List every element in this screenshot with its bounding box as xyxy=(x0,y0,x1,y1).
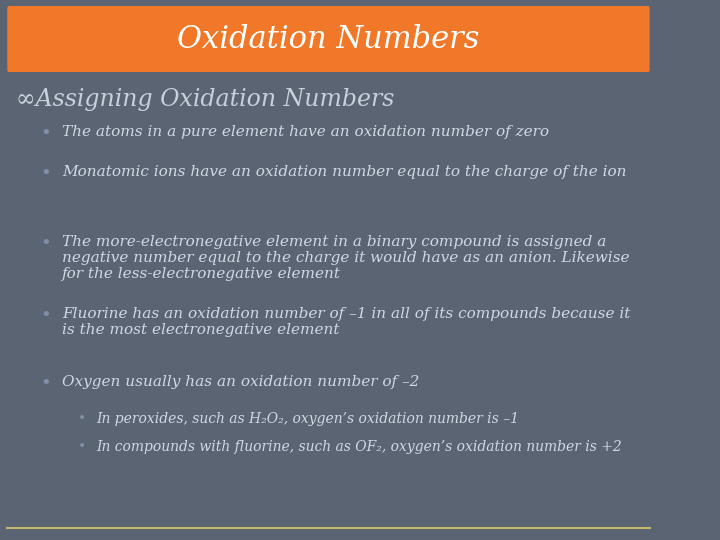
Text: The more-electronegative element in a binary compound is assigned a
negative num: The more-electronegative element in a bi… xyxy=(62,235,629,281)
Text: Fluorine has an oxidation number of –1 in all of its compounds because it
is the: Fluorine has an oxidation number of –1 i… xyxy=(62,307,631,337)
Text: •: • xyxy=(40,235,51,253)
Text: Monatomic ions have an oxidation number equal to the charge of the ion: Monatomic ions have an oxidation number … xyxy=(62,165,626,179)
Text: •: • xyxy=(40,125,51,143)
Text: In compounds with fluorine, such as OF₂, oxygen’s oxidation number is +2: In compounds with fluorine, such as OF₂,… xyxy=(96,440,621,454)
Text: Oxidation Numbers: Oxidation Numbers xyxy=(177,24,480,55)
Text: •: • xyxy=(40,307,51,325)
Text: •: • xyxy=(40,375,51,393)
FancyBboxPatch shape xyxy=(7,6,649,72)
Text: •: • xyxy=(78,440,86,454)
Text: ∞Assigning Oxidation Numbers: ∞Assigning Oxidation Numbers xyxy=(17,88,395,111)
Text: In peroxides, such as H₂O₂, oxygen’s oxidation number is –1: In peroxides, such as H₂O₂, oxygen’s oxi… xyxy=(96,412,519,426)
Text: The atoms in a pure element have an oxidation number of zero: The atoms in a pure element have an oxid… xyxy=(62,125,549,139)
Text: •: • xyxy=(40,165,51,183)
Text: •: • xyxy=(78,412,86,426)
Text: Oxygen usually has an oxidation number of –2: Oxygen usually has an oxidation number o… xyxy=(62,375,420,389)
